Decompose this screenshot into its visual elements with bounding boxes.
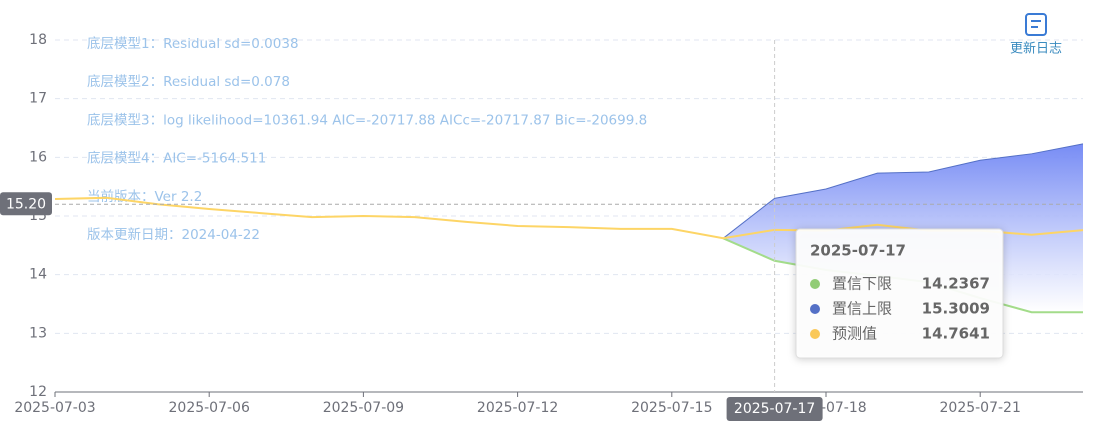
- x-tick-label: 2025-07-09: [323, 400, 404, 416]
- y-tick-label: 12: [29, 384, 47, 400]
- tooltip-box: [795, 228, 1004, 359]
- y-tick-label: 18: [29, 32, 47, 48]
- tooltip-dot: [810, 279, 820, 289]
- x-tick-label: 2025-07-21: [940, 400, 1021, 416]
- tooltip-value: 14.2367: [922, 275, 990, 293]
- note: 版本更新日期：2024-04-22: [87, 227, 260, 243]
- tooltip-dot: [810, 304, 820, 314]
- note: 当前版本：Ver 2.2: [87, 188, 202, 205]
- x-tick-label: 2025-07-15: [631, 400, 712, 416]
- y-tick-label: 16: [29, 149, 47, 165]
- series-line: [722, 143, 1084, 239]
- x-tick-label: 2025-07-06: [169, 400, 250, 416]
- y-tick-label: 14: [29, 267, 47, 283]
- y-tick-label: 13: [29, 325, 47, 341]
- tooltip-title: 2025-07-17: [810, 242, 906, 260]
- note: 底层模型2：Residual sd=0.078: [87, 74, 290, 90]
- tooltip-name: 预测值: [832, 325, 877, 343]
- tooltip-value: 14.7641: [922, 325, 990, 343]
- tooltip-value: 15.3009: [922, 300, 990, 318]
- x-tick-label: 2025-07-03: [14, 400, 95, 416]
- pointer-x-box: [726, 397, 823, 421]
- tooltip-name: 置信下限: [832, 275, 892, 293]
- y-tick-label: 17: [29, 91, 47, 107]
- pointer-x-label: 2025-07-17: [734, 401, 815, 417]
- pointer-y-label: 15.20: [6, 196, 46, 212]
- pointer-y-box: [0, 192, 52, 216]
- note: 底层模型4：AIC=-5164.511: [87, 151, 266, 167]
- update-log[interactable]: 更新日志: [1010, 13, 1062, 57]
- tooltip-dot: [810, 329, 820, 339]
- tooltip-name: 置信上限: [832, 300, 892, 318]
- note: 底层模型1：Residual sd=0.0038: [87, 36, 299, 52]
- note: 底层模型3：log likelihood=10361.94 AIC=-20717…: [87, 112, 647, 128]
- x-tick-label: 2025-07-12: [477, 400, 558, 416]
- update-log-icon: [1025, 13, 1047, 36]
- update-log-label: 更新日志: [1010, 41, 1062, 57]
- tooltip: 2025-07-17 置信下限 14.2367 置信上限 15.3009 预测值 14.76…: [795, 228, 1004, 359]
